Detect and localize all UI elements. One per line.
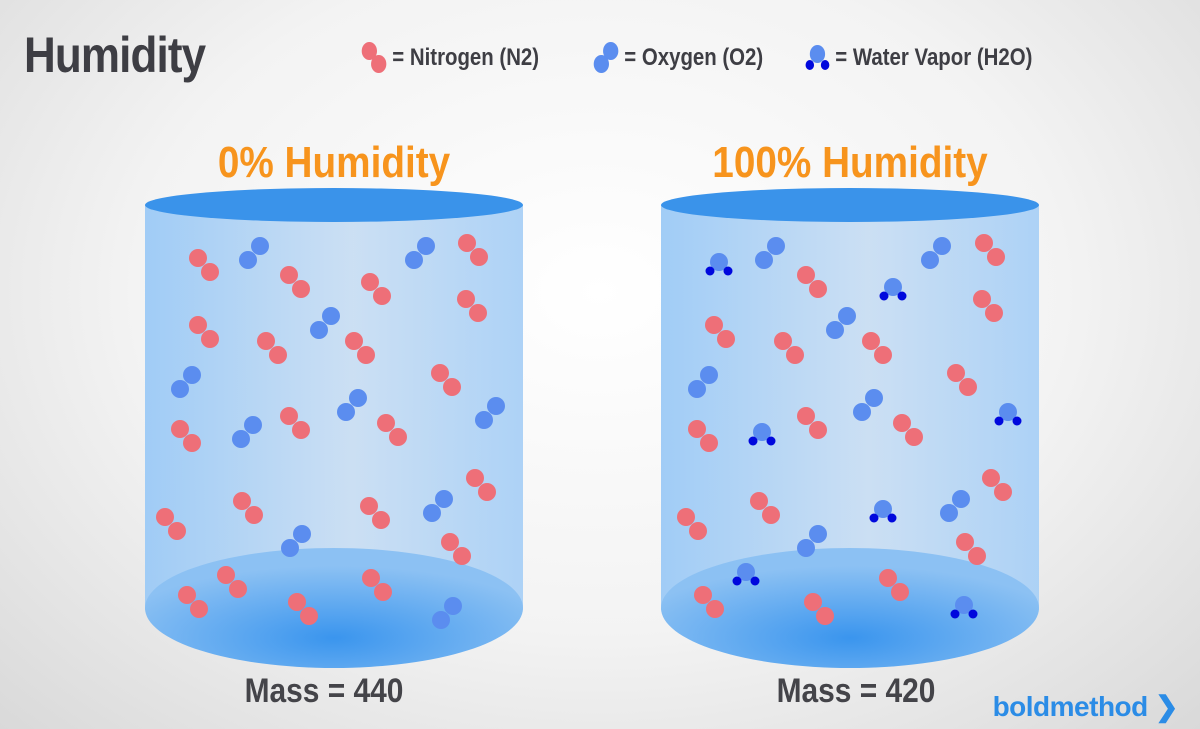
nitrogen-molecule <box>362 569 392 601</box>
nitrogen-molecule <box>862 332 892 364</box>
water-vapor-molecule <box>994 403 1022 426</box>
nitrogen-molecule <box>947 364 977 396</box>
water-vapor-molecule <box>748 423 776 446</box>
nitrogen-molecule <box>458 234 488 266</box>
nitrogen-molecule <box>441 533 471 565</box>
water-vapor-molecule <box>732 563 760 586</box>
legend-nitrogen: = Nitrogen (N2) <box>360 40 539 76</box>
nitrogen-molecule <box>797 266 827 298</box>
oxygen-molecule <box>171 366 201 398</box>
water-vapor-molecule-icon <box>805 45 830 70</box>
water-vapor-molecule <box>869 500 897 523</box>
nitrogen-molecule <box>280 266 310 298</box>
nitrogen-molecule <box>257 332 287 364</box>
mass-label-humid: Mass = 420 <box>776 672 936 710</box>
nitrogen-molecule-icon <box>361 42 387 73</box>
nitrogen-molecule <box>189 249 219 281</box>
nitrogen-molecule <box>705 316 735 348</box>
cylinder-dry <box>145 188 523 668</box>
legend-label: = Water Vapor (H2O) <box>835 44 1033 71</box>
nitrogen-molecule <box>893 414 923 446</box>
oxygen-molecule <box>853 389 883 421</box>
oxygen-molecule <box>405 237 435 269</box>
page-title: Humidity <box>24 27 206 83</box>
oxygen-molecule-icon <box>593 42 619 73</box>
oxygen-molecule <box>755 237 785 269</box>
nitrogen-molecule <box>217 566 247 598</box>
nitrogen-molecule <box>280 407 310 439</box>
cylinder-bottom <box>145 548 523 668</box>
oxygen-molecule <box>310 307 340 339</box>
boldmethod-logo: boldmethod ❯ <box>992 691 1179 722</box>
nitrogen-molecule <box>457 290 487 322</box>
heading-100-percent: 100% Humidity <box>712 138 988 187</box>
nitrogen-molecule <box>288 593 318 625</box>
oxygen-molecule <box>239 237 269 269</box>
cylinder-top <box>661 188 1039 222</box>
nitrogen-molecule <box>178 586 208 618</box>
legend-oxygen: = Oxygen (O2) <box>592 40 763 76</box>
nitrogen-molecule <box>431 364 461 396</box>
oxygen-molecule <box>337 389 367 421</box>
nitrogen-molecule <box>804 593 834 625</box>
nitrogen-molecule <box>774 332 804 364</box>
nitrogen-molecule <box>345 332 375 364</box>
nitrogen-molecule <box>973 290 1003 322</box>
legend-label: = Oxygen (O2) <box>624 44 764 71</box>
oxygen-molecule <box>940 490 970 522</box>
oxygen-molecule <box>432 597 462 629</box>
nitrogen-molecule <box>797 407 827 439</box>
oxygen-molecule <box>281 525 311 557</box>
oxygen-molecule <box>826 307 856 339</box>
water-vapor-molecule <box>950 596 978 619</box>
nitrogen-molecule <box>694 586 724 618</box>
legend-water-vapor: = Water Vapor (H2O) <box>803 40 1032 76</box>
nitrogen-molecule <box>377 414 407 446</box>
oxygen-molecule <box>423 490 453 522</box>
nitrogen-molecule <box>189 316 219 348</box>
nitrogen-molecule <box>975 234 1005 266</box>
nitrogen-molecule <box>879 569 909 601</box>
nitrogen-molecule <box>677 508 707 540</box>
nitrogen-molecule <box>156 508 186 540</box>
legend-label: = Nitrogen (N2) <box>392 44 540 71</box>
oxygen-molecule <box>797 525 827 557</box>
nitrogen-molecule <box>466 469 496 501</box>
heading-0-percent: 0% Humidity <box>217 138 451 187</box>
oxygen-molecule <box>688 366 718 398</box>
oxygen-molecule <box>232 416 262 448</box>
oxygen-molecule <box>921 237 951 269</box>
mass-label-dry: Mass = 440 <box>244 672 404 710</box>
nitrogen-molecule <box>750 492 780 524</box>
nitrogen-molecule <box>956 533 986 565</box>
nitrogen-molecule <box>688 420 718 452</box>
nitrogen-molecule <box>233 492 263 524</box>
oxygen-molecule <box>475 397 505 429</box>
water-vapor-molecule <box>705 253 733 276</box>
nitrogen-molecule <box>982 469 1012 501</box>
water-vapor-molecule <box>879 278 907 301</box>
nitrogen-molecule <box>360 497 390 529</box>
nitrogen-molecule <box>171 420 201 452</box>
cylinder-top <box>145 188 523 222</box>
nitrogen-molecule <box>361 273 391 305</box>
